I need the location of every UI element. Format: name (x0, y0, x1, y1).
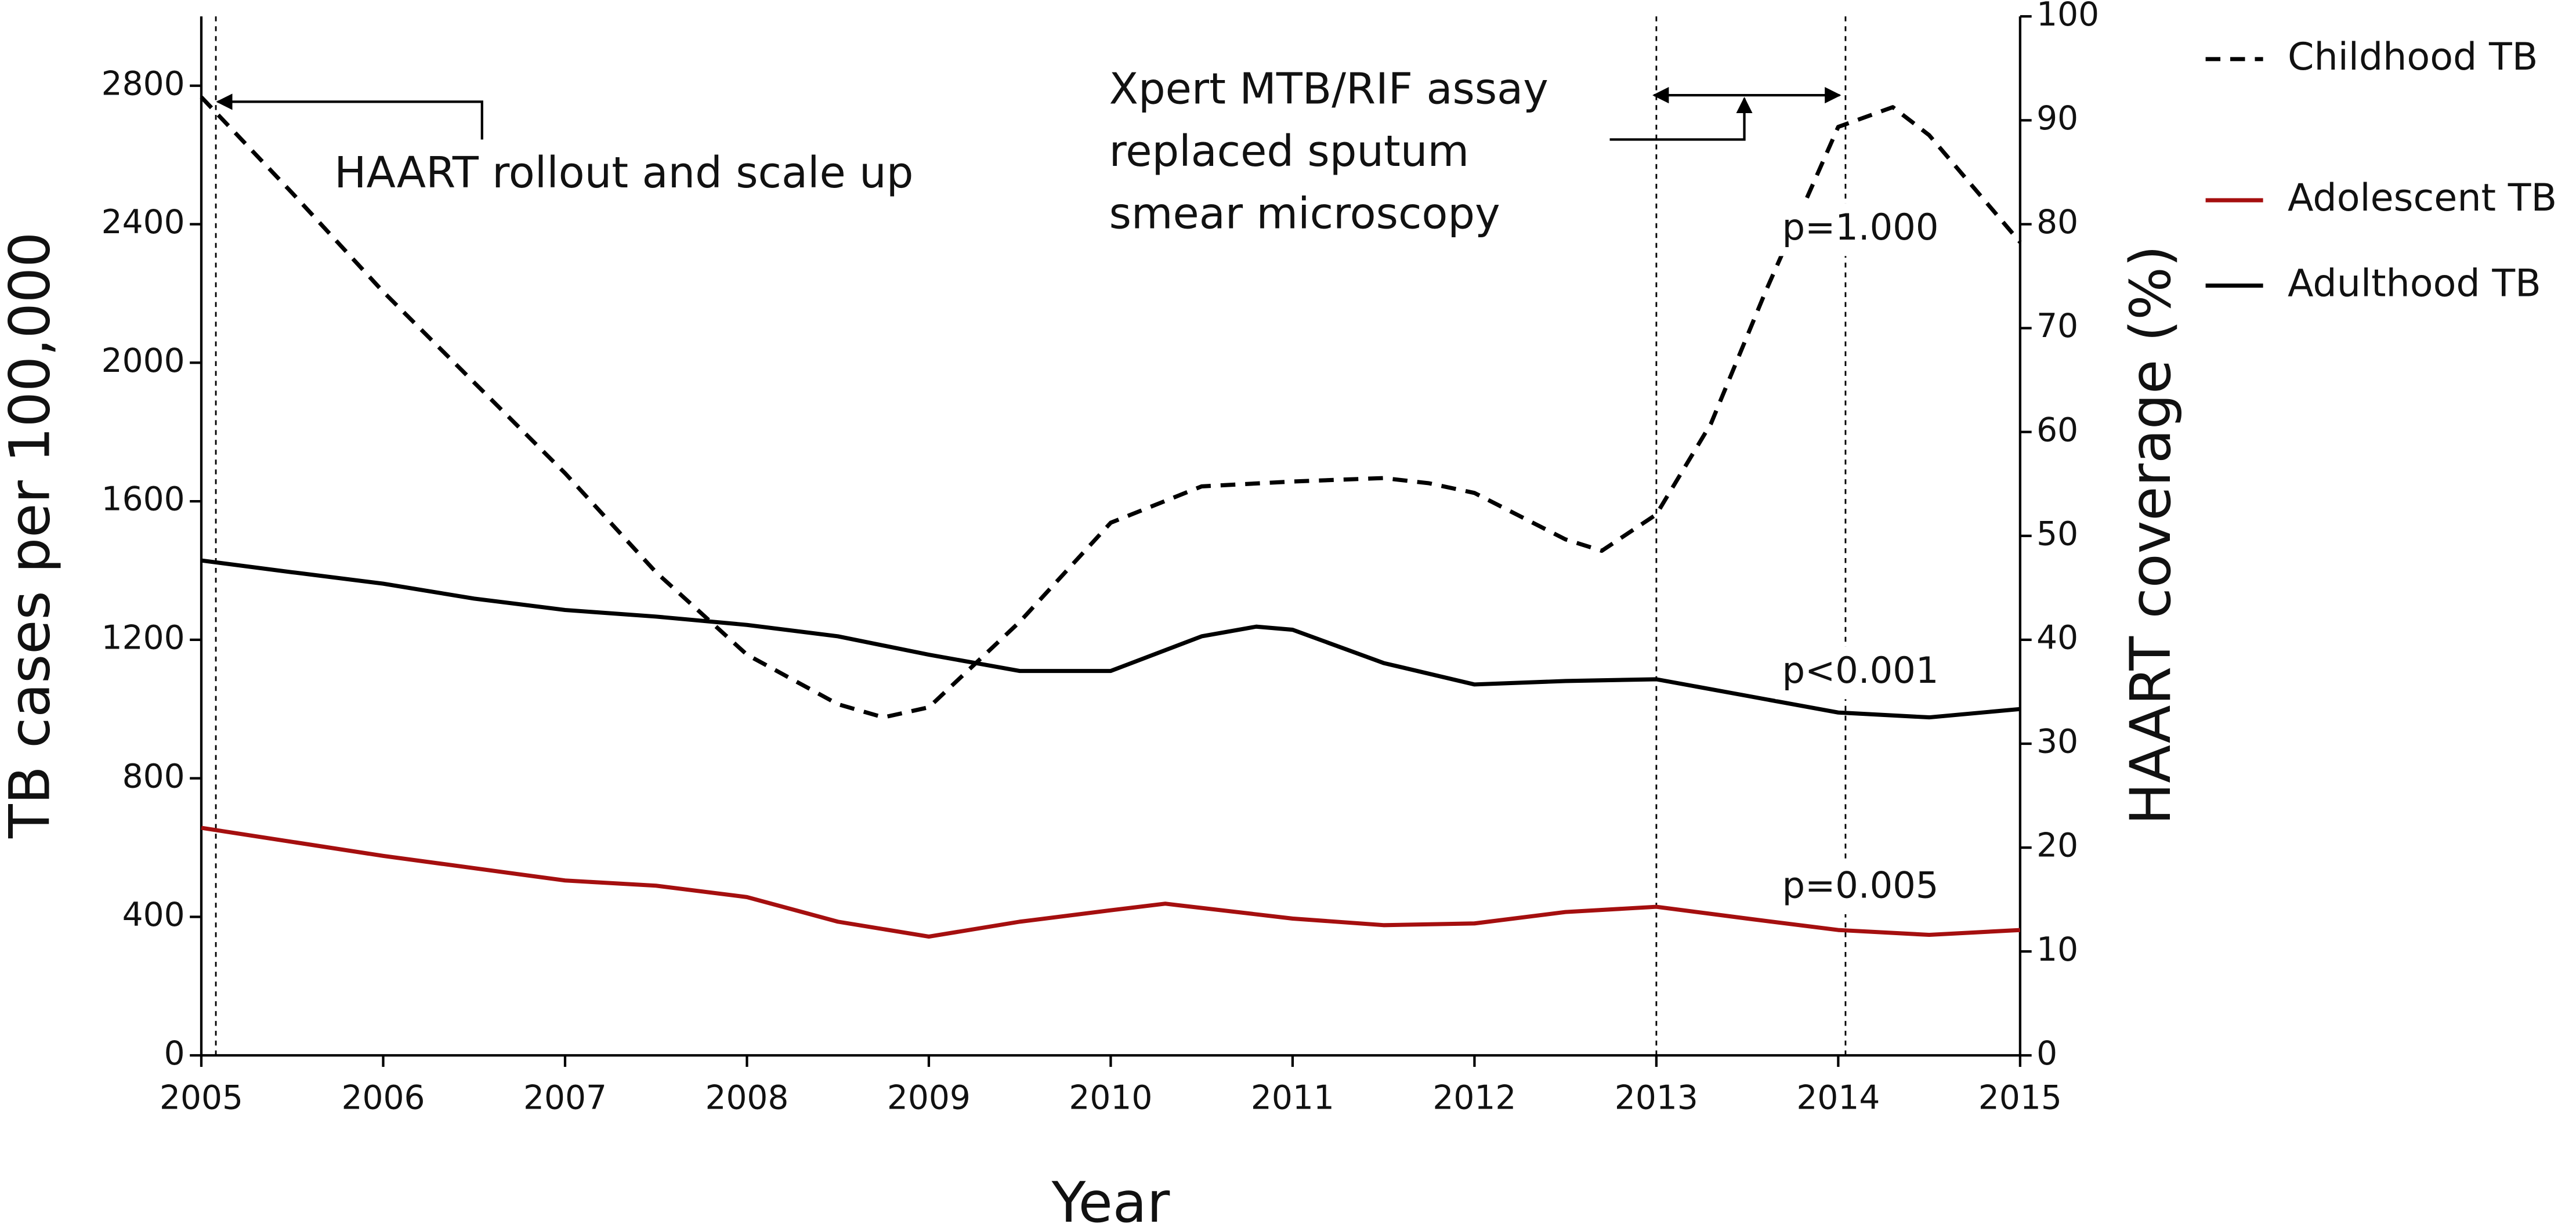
y2-tick-label: 30 (2036, 723, 2078, 761)
y-tick-label: 400 (122, 896, 185, 934)
y2-tick-label: 90 (2036, 99, 2078, 137)
p-value-label: p=0.005 (1782, 864, 1939, 907)
p-label-bg (1775, 646, 1940, 700)
x-tick-label: 2011 (1251, 1078, 1334, 1117)
legend-label: Adolescent TB (2288, 176, 2557, 220)
y-tick-label: 2400 (102, 203, 185, 241)
y2-tick-label: 70 (2036, 307, 2078, 345)
y2-tick-label: 10 (2036, 931, 2078, 969)
x-tick-label: 2007 (523, 1078, 607, 1117)
x-tick-label: 2008 (705, 1078, 788, 1117)
xpert-arrow (1609, 96, 1753, 141)
y-tick-label: 1600 (102, 480, 185, 519)
haart-arrow (216, 93, 483, 140)
haart-annotation: HAART rollout and scale up (334, 149, 913, 198)
y-tick-label: 1200 (102, 618, 185, 657)
y-tick-label: 0 (164, 1034, 185, 1073)
legend-label: Adulthood TB (2288, 262, 2541, 305)
y-tick-label: 800 (122, 757, 185, 795)
y2-tick-label: 60 (2036, 411, 2078, 449)
series-line (201, 826, 2021, 939)
p-label-bg (1775, 203, 1940, 256)
x-tick-label: 2014 (1796, 1078, 1880, 1117)
y2-tick-label: 80 (2036, 203, 2078, 241)
x-tick-label: 2015 (1978, 1078, 2062, 1117)
x-tick-label: 2010 (1069, 1078, 1152, 1117)
y2-tick-label: 20 (2036, 827, 2078, 865)
x-tick-label: 2005 (160, 1078, 243, 1117)
xpert-annotation: replaced sputum (1109, 127, 1470, 176)
x-tick-label: 2012 (1432, 1078, 1516, 1117)
y2-axis-title: HAART coverage (%) (2118, 245, 2183, 825)
series-line (200, 95, 2022, 720)
p-value-label: p=1.000 (1782, 206, 1939, 248)
x-axis-title: Year (1051, 1170, 1170, 1231)
y2-tick-label: 40 (2036, 618, 2078, 657)
y-tick-label: 2800 (102, 64, 185, 103)
x-tick-label: 2009 (887, 1078, 971, 1117)
p-label-bg (1775, 861, 1940, 914)
p-value-label: p<0.001 (1782, 649, 1939, 691)
xpert-annotation: smear microscopy (1109, 189, 1500, 238)
x-tick-label: 2013 (1615, 1078, 1698, 1117)
y2-tick-label: 50 (2036, 515, 2078, 553)
xpert-annotation: Xpert MTB/RIF assay (1109, 64, 1549, 114)
y2-tick-label: 0 (2036, 1034, 2057, 1073)
legend-label: Childhood TB (2288, 35, 2538, 79)
y-tick-label: 2000 (102, 342, 185, 380)
series-line (201, 558, 2021, 720)
y-axis-title: TB cases per 100,000 (0, 232, 63, 839)
x-tick-label: 2006 (341, 1078, 425, 1117)
y2-tick-label: 100 (2036, 0, 2099, 34)
